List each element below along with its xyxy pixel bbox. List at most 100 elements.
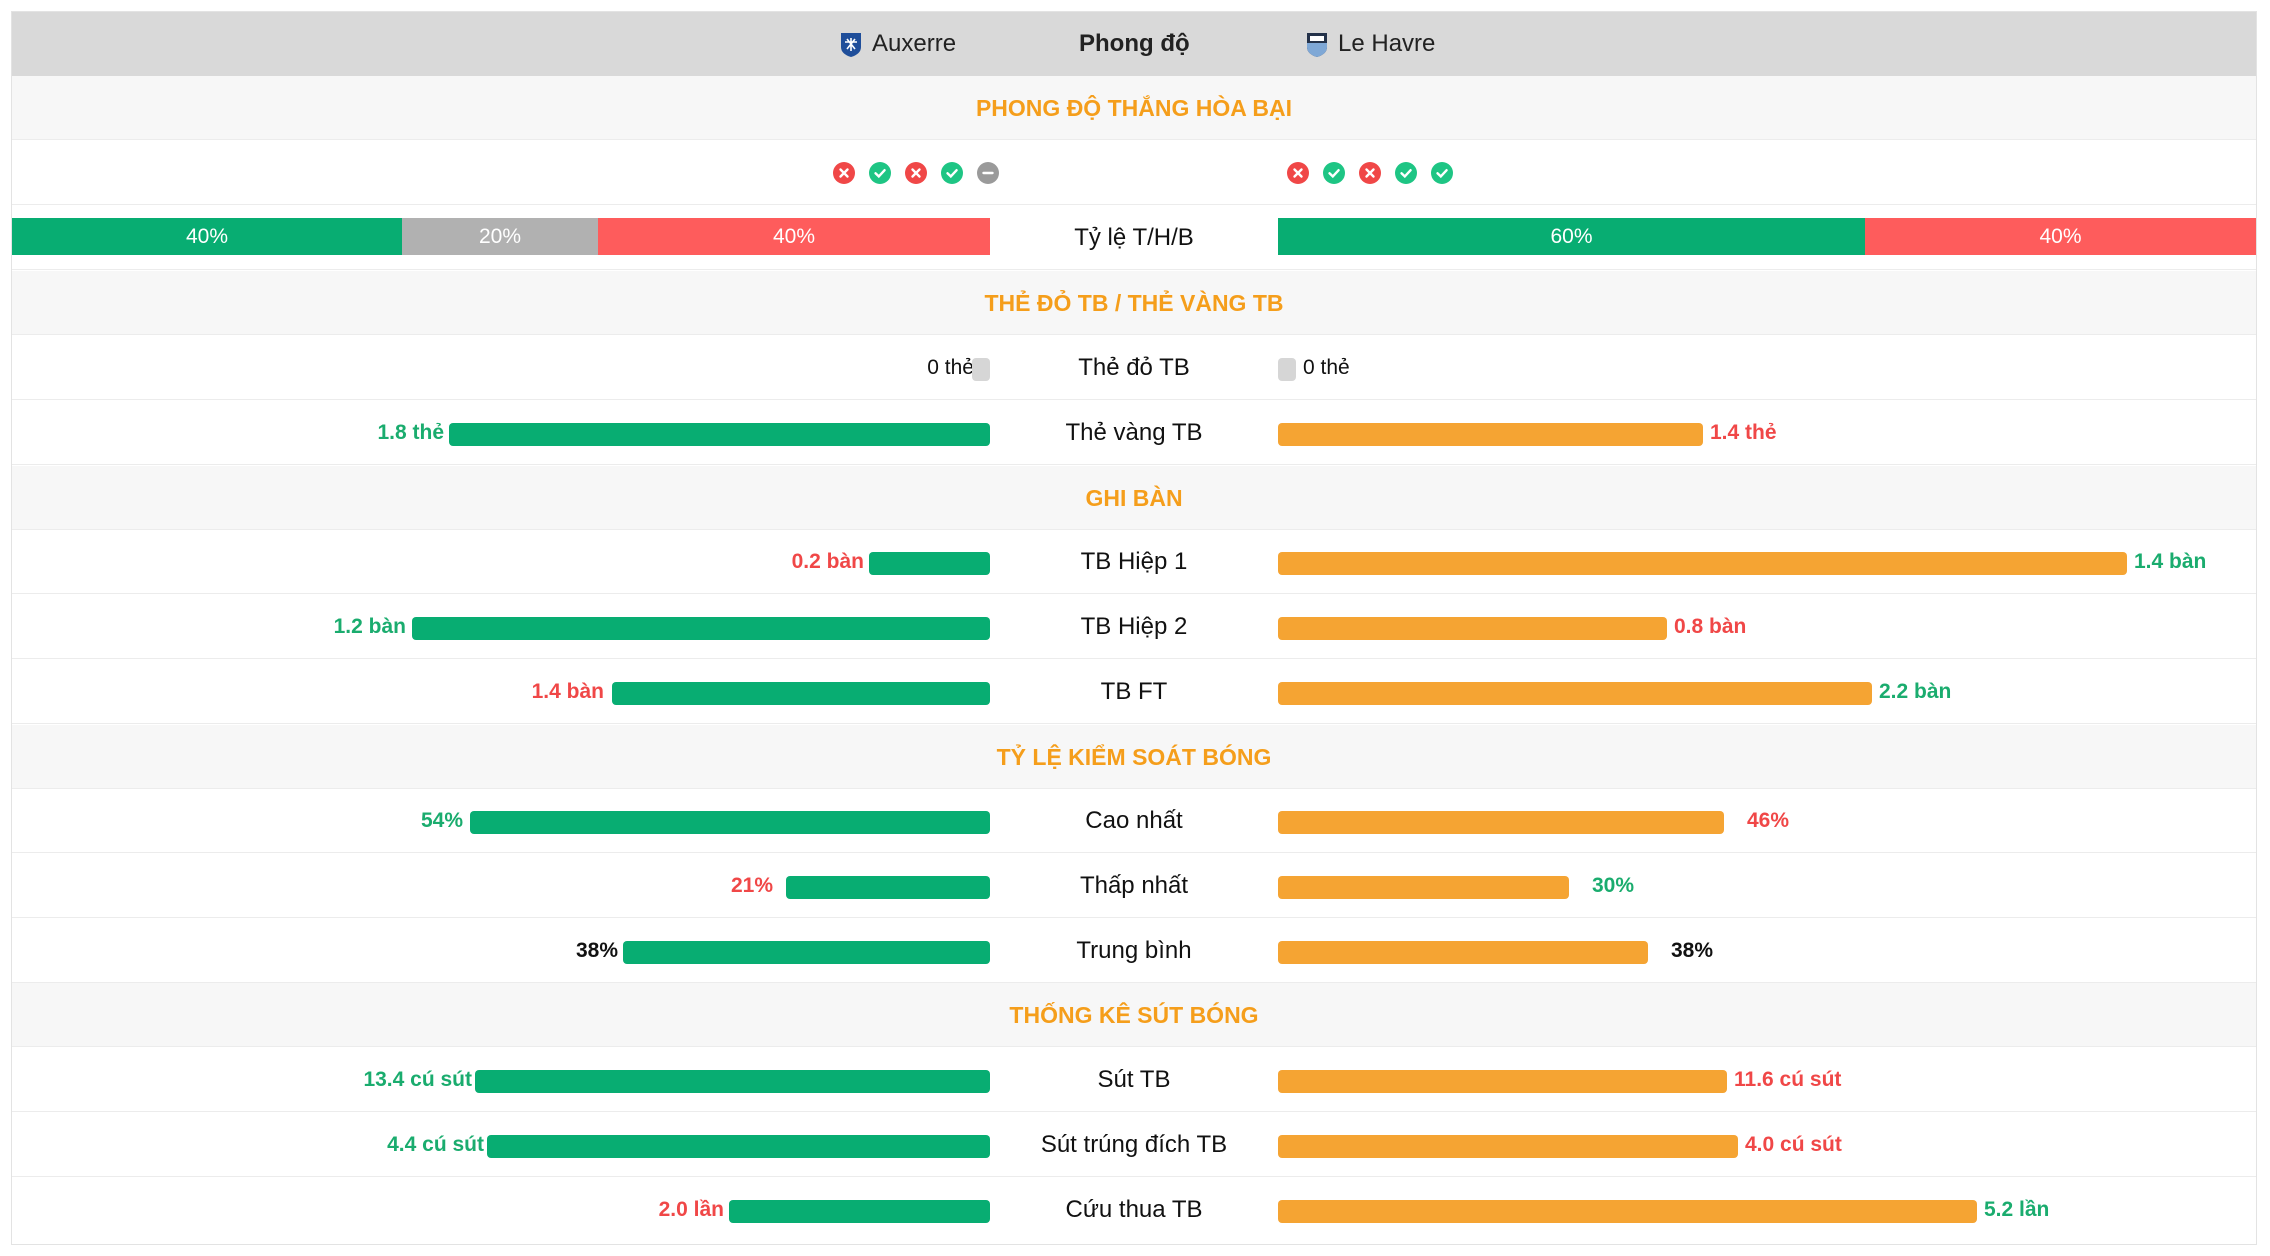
row-label: Cao nhất	[1085, 807, 1183, 834]
home-value: 4.4 cú sút	[387, 1133, 484, 1156]
home-bar	[869, 552, 990, 575]
header-bar: Auxerre Phong độ Le Havre	[12, 12, 2256, 76]
away-bar	[1278, 423, 1703, 446]
home-bar	[470, 811, 990, 834]
home-bar	[412, 617, 990, 640]
row-label: TB FT	[1100, 678, 1168, 705]
home-value: 13.4 cú sút	[363, 1068, 472, 1091]
section-cards: THẺ ĐỎ TB / THẺ VÀNG TB	[12, 271, 2256, 335]
section-title: THỐNG KÊ SÚT BÓNG	[1009, 1002, 1259, 1028]
home-value: 54%	[420, 809, 463, 832]
home-value: 1.2 bàn	[333, 615, 406, 638]
away-bar	[1278, 552, 2127, 575]
away-bar	[1278, 358, 1296, 381]
goals-ft-row: 1.4 bàn TB FT 2.2 bàn	[12, 660, 2256, 724]
away-value: 1.4 bàn	[2134, 550, 2207, 573]
row-label: Trung bình	[1076, 937, 1192, 964]
row-label: Sút TB	[1097, 1066, 1171, 1093]
row-label: TB Hiệp 1	[1080, 548, 1188, 575]
home-win-ratio: 40%	[12, 218, 402, 255]
home-bar	[475, 1070, 990, 1093]
section-possession: TỶ LỆ KIỂM SOÁT BÓNG	[12, 725, 2256, 789]
away-value: 30%	[1592, 874, 1635, 897]
section-title: THẺ ĐỎ TB / THẺ VÀNG TB	[984, 290, 1284, 316]
away-value: 46%	[1747, 809, 1790, 832]
section-title: PHONG ĐỘ THẮNG HÒA BẠI	[975, 95, 1293, 121]
away-team-name: Le Havre	[1338, 30, 1436, 57]
away-loss-ratio: 40%	[1865, 218, 2256, 255]
away-bar	[1278, 811, 1724, 834]
away-value: 0.8 bàn	[1674, 615, 1747, 638]
x-circle-icon	[905, 162, 927, 184]
away-bar	[1278, 617, 1667, 640]
away-bar	[1278, 1070, 1727, 1093]
goals-h2-row: 1.2 bàn TB Hiệp 2 0.8 bàn	[12, 595, 2256, 659]
away-bar	[1278, 1135, 1738, 1158]
away-bar	[1278, 876, 1569, 899]
home-value: 1.4 bàn	[531, 680, 604, 703]
row-label: Tỷ lệ T/H/B	[1074, 224, 1194, 251]
home-loss-ratio: 40%	[598, 218, 990, 255]
row-label: TB Hiệp 2	[1080, 613, 1188, 640]
ratio-row: 40% 20% 40% Tỷ lệ T/H/B 60% 40%	[12, 206, 2256, 270]
away-value: 1.4 thẻ	[1710, 421, 1777, 444]
away-value: 0 thẻ	[1303, 356, 1350, 379]
home-bar	[729, 1200, 990, 1223]
away-bar	[1278, 1200, 1977, 1223]
section-form: PHONG ĐỘ THẮNG HÒA BẠI	[12, 76, 2256, 140]
home-value: 0.2 bàn	[791, 550, 864, 573]
away-value: 38%	[1671, 939, 1714, 962]
home-value: 1.8 thẻ	[377, 421, 444, 444]
away-win-ratio: 60%	[1278, 218, 1865, 255]
check-circle-icon	[1323, 162, 1345, 184]
home-bar	[487, 1135, 990, 1158]
home-team-name: Auxerre	[872, 30, 957, 57]
row-label: Thẻ vàng TB	[1065, 419, 1203, 446]
minus-circle-icon	[977, 162, 999, 184]
home-draw-ratio: 20%	[402, 218, 598, 255]
page-title: Phong độ	[1079, 30, 1190, 57]
home-value: 38%	[575, 939, 618, 962]
saves-row: 2.0 lần Cứu thua TB 5.2 lần	[12, 1178, 2256, 1242]
away-value: 2.2 bàn	[1879, 680, 1952, 703]
x-circle-icon	[833, 162, 855, 184]
away-team[interactable]: Le Havre	[1306, 12, 1435, 76]
form-comparison-panel: Auxerre Phong độ Le Havre PHONG ĐỘ THẮNG…	[11, 11, 2257, 1245]
auxerre-crest-icon	[841, 32, 861, 57]
row-label: Cứu thua TB	[1065, 1196, 1203, 1223]
home-bar	[972, 358, 990, 381]
home-bar	[623, 941, 990, 964]
section-shots: THỐNG KÊ SÚT BÓNG	[12, 983, 2256, 1047]
check-circle-icon	[1431, 162, 1453, 184]
away-bar	[1278, 682, 1872, 705]
row-label: Thấp nhất	[1079, 872, 1189, 899]
home-value: 0 thẻ	[927, 356, 974, 379]
red-card-row: 0 thẻ Thẻ đỏ TB 0 thẻ	[12, 336, 2256, 400]
away-value: 4.0 cú sút	[1745, 1133, 1842, 1156]
away-bar	[1278, 941, 1648, 964]
row-label: Sút trúng đích TB	[1040, 1131, 1228, 1158]
goals-h1-row: 0.2 bàn TB Hiệp 1 1.4 bàn	[12, 530, 2256, 594]
possession-max-row: 54% Cao nhất 46%	[12, 789, 2256, 853]
yellow-card-row: 1.8 thẻ Thẻ vàng TB 1.4 thẻ	[12, 401, 2256, 465]
x-circle-icon	[1359, 162, 1381, 184]
possession-avg-row: 38% Trung bình 38%	[12, 919, 2256, 983]
home-value: 2.0 lần	[658, 1198, 724, 1221]
away-value: 5.2 lần	[1984, 1198, 2050, 1221]
form-results-row	[12, 141, 2256, 205]
row-label: Thẻ đỏ TB	[1078, 354, 1190, 381]
away-value: 11.6 cú sút	[1734, 1068, 1842, 1091]
possession-min-row: 21% Thấp nhất 30%	[12, 854, 2256, 918]
home-team[interactable]: Auxerre	[840, 12, 956, 76]
shots-on-target-row: 4.4 cú sút Sút trúng đích TB 4.0 cú sút	[12, 1113, 2256, 1177]
section-title: GHI BÀN	[1085, 485, 1183, 511]
home-bar	[612, 682, 990, 705]
shots-total-row: 13.4 cú sút Sút TB 11.6 cú sút	[12, 1048, 2256, 1112]
le-havre-crest-icon	[1307, 32, 1327, 57]
check-circle-icon	[869, 162, 891, 184]
check-circle-icon	[1395, 162, 1417, 184]
home-value: 21%	[730, 874, 773, 897]
check-circle-icon	[941, 162, 963, 184]
section-goals: GHI BÀN	[12, 466, 2256, 530]
home-bar	[449, 423, 990, 446]
